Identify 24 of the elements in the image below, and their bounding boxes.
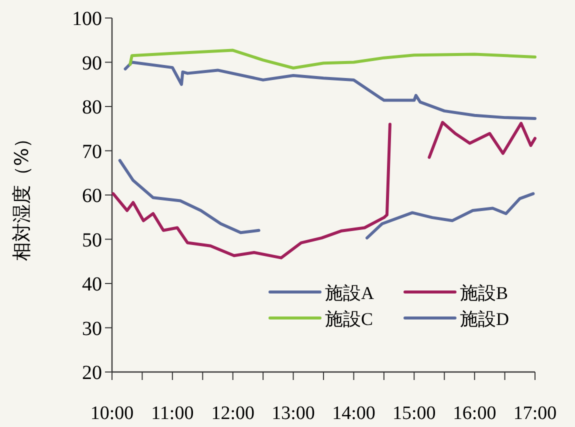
x-tick-label: 16:00	[452, 403, 496, 424]
line-series	[124, 60, 536, 120]
legend-label: 施設B	[460, 283, 508, 303]
legend-label: 施設A	[325, 283, 374, 303]
y-tick-label: 70	[82, 140, 102, 163]
x-tick-label: 14:00	[332, 403, 376, 424]
y-axis-title: 相対湿度（%）	[11, 128, 33, 262]
line-series	[128, 48, 536, 70]
x-tick-label: 13:00	[272, 403, 315, 424]
y-tick-label: 60	[82, 185, 102, 207]
y-tick-label: 30	[82, 318, 102, 340]
y-tick-label: 90	[82, 52, 102, 74]
x-tick-label: 12:00	[211, 403, 254, 424]
x-tick-label: 11:00	[151, 403, 194, 424]
y-tick-label: 40	[82, 274, 102, 296]
legend-label: 施設C	[325, 309, 374, 329]
y-tick-label: 20	[82, 362, 102, 384]
x-tick-label: 10:00	[90, 403, 134, 424]
legend-label: 施設D	[460, 309, 509, 329]
y-tick-label: 80	[82, 96, 102, 118]
y-tick-label: 100	[72, 8, 102, 30]
x-tick-label: 17:00	[513, 403, 557, 424]
y-tick-label: 50	[82, 229, 102, 252]
x-tick-label: 15:00	[392, 403, 436, 424]
